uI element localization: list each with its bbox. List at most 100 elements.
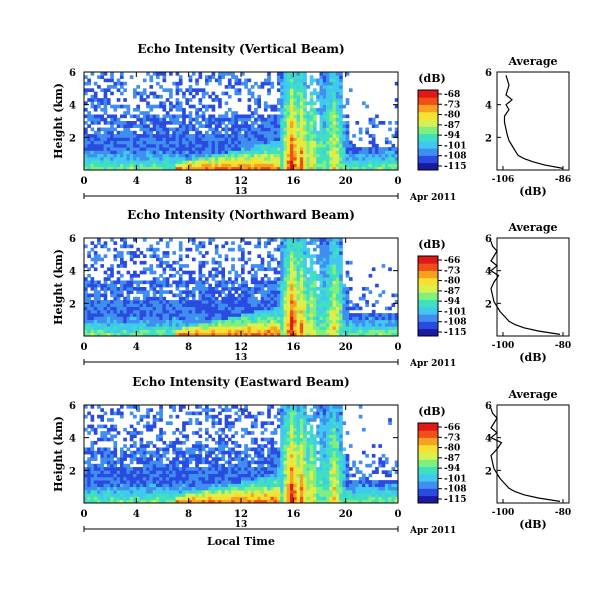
heatmap-cell (116, 277, 121, 281)
heatmap-cell (116, 280, 121, 285)
heatmap-cell (319, 326, 324, 330)
heatmap-cell (188, 280, 193, 285)
heatmap-cell (326, 75, 330, 79)
heatmap-cell (280, 319, 284, 324)
heatmap-cell (126, 137, 131, 141)
heatmap-cell (276, 264, 281, 268)
heatmap-cell (182, 153, 186, 158)
heatmap-cell (355, 319, 360, 324)
heatmap-cell (224, 332, 229, 337)
heatmap-cell (100, 166, 105, 171)
heatmap-cell (339, 150, 343, 155)
heatmap-cell (332, 316, 337, 321)
heatmap-cell (185, 101, 190, 106)
heatmap-cell (296, 300, 301, 304)
heatmap-cell (214, 94, 219, 99)
heatmap-cell (169, 150, 173, 155)
heatmap-cell (263, 296, 268, 301)
heatmap-cell (205, 107, 209, 112)
heatmap-cell (231, 121, 235, 125)
heatmap-cell (162, 467, 167, 471)
heatmap-cell (263, 166, 268, 171)
heatmap-cell (103, 153, 108, 158)
heatmap-cell (205, 303, 209, 307)
heatmap-cell (254, 313, 258, 317)
colorbar-swatch (418, 321, 438, 330)
heatmap-cell (250, 153, 255, 158)
heatmap-cell (201, 124, 206, 128)
heatmap-cell (342, 322, 347, 327)
heatmap-cell (257, 309, 262, 314)
heatmap-cell (381, 153, 386, 158)
heatmap-cell (129, 486, 134, 491)
heatmap-cell (182, 296, 186, 301)
heatmap-cell (201, 306, 206, 311)
heatmap-cell (309, 238, 314, 242)
heatmap-cell (159, 117, 163, 122)
heatmap-cell (276, 277, 281, 281)
heatmap-cell (335, 130, 340, 135)
heatmap-cell (306, 124, 311, 128)
heatmap-cell (355, 121, 360, 125)
heatmap-cell (224, 470, 229, 474)
heatmap-cell (195, 137, 199, 141)
heatmap-cell (178, 483, 183, 488)
heatmap-cell (191, 270, 196, 275)
heatmap-cell (149, 450, 154, 455)
heatmap-cell (293, 329, 297, 334)
heatmap-cell (159, 130, 163, 135)
heatmap-cell (100, 313, 105, 317)
heatmap-cell (129, 499, 134, 504)
heatmap-cell (286, 303, 291, 307)
heatmap-cell (188, 319, 193, 324)
heatmap-cell (293, 134, 297, 138)
heatmap-cell (332, 313, 337, 317)
heatmap-cell (303, 101, 307, 106)
heatmap-cell (172, 166, 176, 171)
heatmap-cell (123, 486, 127, 491)
heatmap-cell (293, 72, 297, 76)
heatmap-cell (198, 147, 203, 151)
heatmap-cell (296, 273, 301, 278)
heatmap-cell (218, 499, 222, 504)
heatmap-cell (110, 309, 114, 314)
heatmap-cell (365, 313, 369, 317)
heatmap-cell (211, 257, 216, 262)
heatmap-cell (93, 306, 98, 311)
heatmap-cell (191, 117, 196, 122)
heatmap-cell (178, 303, 183, 307)
heatmap-cell (326, 316, 330, 321)
heatmap-cell (100, 329, 105, 334)
heatmap-cell (149, 160, 154, 164)
heatmap-cell (106, 153, 111, 158)
heatmap-cell (146, 329, 150, 334)
heatmap-cell (208, 326, 212, 330)
heatmap-cell (97, 114, 101, 119)
heatmap-cell (116, 319, 121, 324)
heatmap-cell (303, 88, 307, 92)
heatmap-cell (303, 280, 307, 285)
heatmap-cell (182, 140, 186, 145)
heatmap-cell (257, 326, 262, 330)
heatmap-cell (116, 408, 121, 412)
heatmap-cell (162, 140, 167, 145)
heatmap-cell (276, 107, 281, 112)
heatmap-cell (188, 411, 193, 416)
heatmap-cell (195, 480, 199, 484)
heatmap-cell (218, 140, 222, 145)
heatmap-cell (142, 160, 147, 164)
heatmap-cell (169, 486, 173, 491)
heatmap-cell (185, 434, 190, 439)
heatmap-cell (375, 160, 379, 164)
heatmap-cell (113, 434, 118, 439)
heatmap-cell (299, 296, 304, 301)
heatmap-cell (270, 254, 275, 258)
heatmap-cell (332, 104, 337, 109)
heatmap-cell (110, 470, 114, 474)
heatmap-cell (201, 499, 206, 504)
heatmap-cell (169, 88, 173, 92)
heatmap-cell (172, 316, 176, 321)
heatmap-cell (205, 121, 209, 125)
heatmap-cell (296, 313, 301, 317)
heatmap-cell (371, 326, 376, 330)
